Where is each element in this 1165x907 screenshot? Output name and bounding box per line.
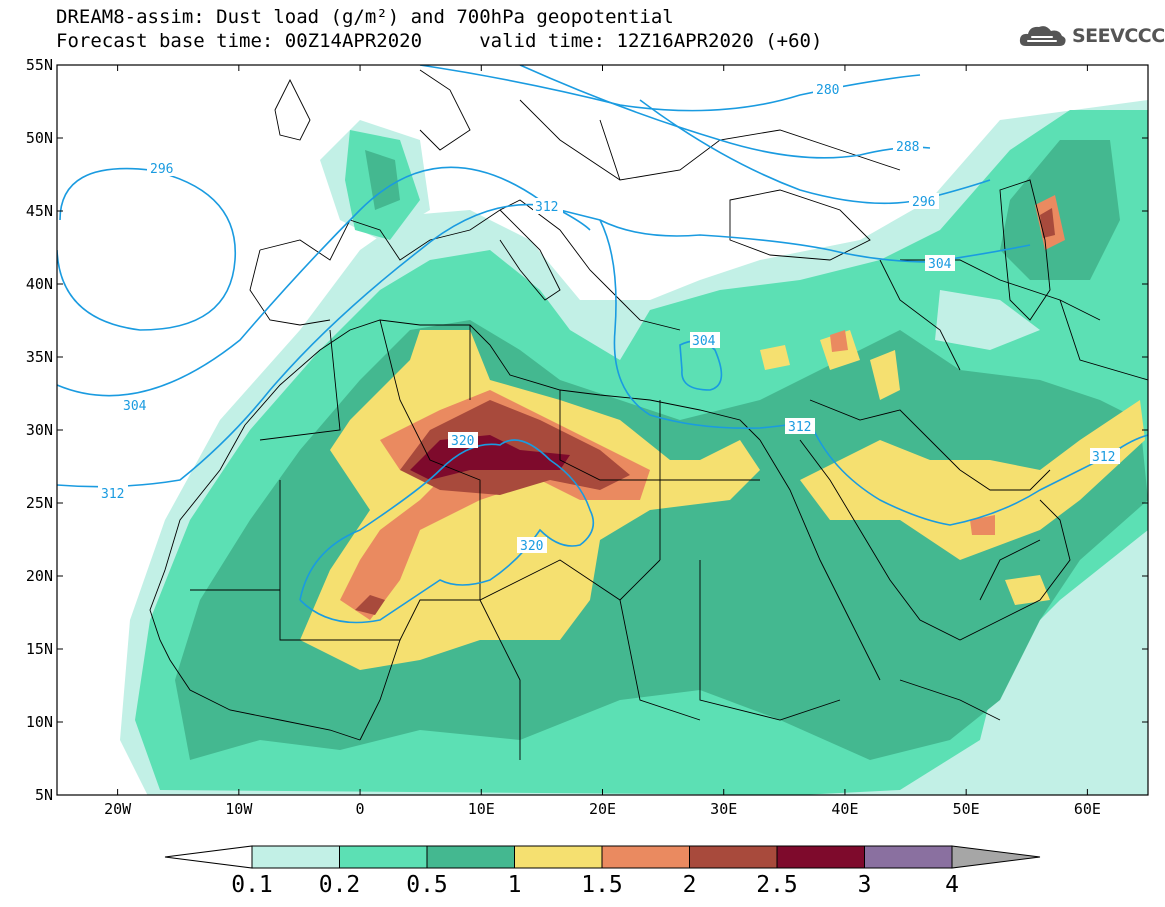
- colorbar-swatch: [776, 845, 865, 869]
- contour-label: 304: [928, 257, 952, 272]
- seevccc-logo: SEEVCCC: [1018, 22, 1165, 50]
- lon-tick-label: 40E: [831, 800, 858, 818]
- map-subtitle: Forecast base time: 00Z14APR2020 valid t…: [56, 30, 823, 52]
- lon-tick-label: 10W: [225, 800, 253, 818]
- colorbar-level-label: 0.1: [231, 872, 273, 898]
- lon-tick-label: 20E: [589, 800, 616, 818]
- map-title: DREAM8-assim: Dust load (g/m²) and 700hP…: [56, 6, 674, 28]
- colorbar-swatch: [689, 845, 778, 869]
- geopotential-contours: [57, 65, 1148, 624]
- lon-tick-label: 10E: [468, 800, 495, 818]
- lon-tick-label: 60E: [1074, 800, 1101, 818]
- colorbar-level-label: 2.5: [756, 872, 798, 898]
- plot-area: 280 288 296 296 304 312 304 304 312 320 …: [57, 65, 1148, 795]
- colorbar-over-arrow: [951, 845, 1041, 869]
- lat-tick-label: 35N: [26, 348, 53, 366]
- contour-label: 312: [788, 420, 811, 435]
- lon-tick-label: 50E: [953, 800, 980, 818]
- lat-tick-label: 50N: [26, 129, 53, 147]
- colorbar-under-arrow: [164, 845, 253, 869]
- dust-field: [120, 100, 1148, 795]
- contour-label: 312: [535, 200, 558, 215]
- lat-tick-label: 45N: [26, 202, 53, 220]
- latitude-axis: 55N 50N 45N 40N 35N 30N 25N 20N 15N 10N 5N: [26, 56, 1148, 804]
- contour-labels: 280 288 296 296 304 312 304 304 312 320 …: [98, 81, 1120, 554]
- colorbar-level-label: 0.5: [406, 872, 448, 898]
- colorbar-swatch: [339, 845, 428, 869]
- lon-tick-label: 20W: [104, 800, 132, 818]
- lat-tick-label: 55N: [26, 56, 53, 74]
- colorbar: 0.1 0.2 0.5 1 1.5 2 2.5 3 4: [164, 845, 1041, 898]
- contour-label: 304: [123, 399, 147, 414]
- colorbar-swatch: [514, 845, 603, 869]
- longitude-axis: 20W 10W 0 10E 20E 30E 40E 50E 60E: [104, 65, 1101, 818]
- colorbar-swatch: [864, 845, 953, 869]
- lat-tick-label: 5N: [35, 786, 53, 804]
- contour-label: 312: [1092, 450, 1115, 465]
- lat-tick-label: 15N: [26, 640, 53, 658]
- colorbar-level-label: 1: [508, 872, 522, 898]
- lat-tick-label: 30N: [26, 421, 53, 439]
- lon-tick-label: 0: [356, 800, 365, 818]
- colorbar-level-label: 3: [858, 872, 872, 898]
- contour-label: 312: [101, 487, 124, 502]
- contour-label: 280: [816, 83, 839, 98]
- lat-tick-label: 40N: [26, 275, 53, 293]
- lat-tick-label: 25N: [26, 494, 53, 512]
- cloud-icon: [1019, 26, 1066, 46]
- logo-text: SEEVCCC: [1072, 25, 1165, 47]
- colorbar-level-label: 0.2: [319, 872, 361, 898]
- contour-label: 288: [896, 140, 919, 155]
- colorbar-swatch: [426, 845, 515, 869]
- colorbar-level-label: 2: [683, 872, 697, 898]
- colorbar-swatch: [251, 845, 340, 869]
- lon-tick-label: 30E: [710, 800, 737, 818]
- contour-label: 296: [150, 162, 173, 177]
- contour-label: 304: [692, 334, 716, 349]
- contour-label: 320: [520, 539, 543, 554]
- lat-tick-label: 10N: [26, 713, 53, 731]
- colorbar-level-label: 4: [945, 872, 959, 898]
- colorbar-swatch: [601, 845, 690, 869]
- lat-tick-label: 20N: [26, 567, 53, 585]
- contour-label: 320: [451, 434, 474, 449]
- colorbar-level-label: 1.5: [581, 872, 623, 898]
- contour-label: 296: [912, 195, 935, 210]
